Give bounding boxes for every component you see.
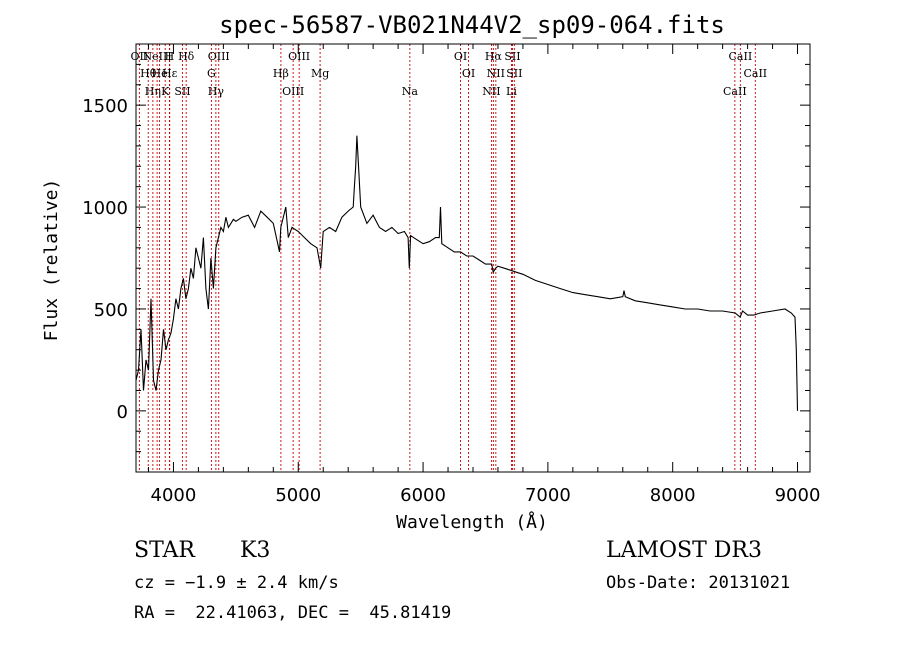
line-label: CaII: [743, 67, 767, 80]
line-label: Hβ: [273, 67, 289, 80]
line-label: OI: [454, 50, 467, 63]
y-axis-label: Flux (relative): [41, 179, 62, 342]
object-class: STAR: [134, 538, 195, 563]
chart-title: spec-56587-VB021N44V2_sp09-064.fits: [219, 11, 725, 39]
x-tick-label: 9000: [775, 485, 821, 506]
plot-frame: [135, 43, 811, 473]
line-label: NII: [487, 67, 505, 80]
y-tick-label: 1000: [82, 198, 128, 219]
line-label: Hθ: [140, 67, 157, 80]
line-label: OII: [131, 50, 149, 63]
line-label: OIII: [282, 85, 304, 98]
line-label: He: [152, 67, 168, 80]
spectral-line-labels: OII Hθ Hη NeIII He K H Hε SII Hδ G Hγ OIII Hβ OIII OIII…: [131, 50, 768, 98]
line-label: SII: [504, 50, 520, 63]
coordinates-text: RA = 22.41063, DEC = 45.81419: [134, 603, 452, 623]
line-label: Hα: [485, 50, 503, 63]
survey-label: LAMOST DR3: [606, 538, 762, 563]
y-tick-label: 0: [117, 402, 128, 423]
x-axis-label: Wavelength (Å): [396, 511, 548, 533]
spectral-line-markers: [138, 44, 756, 472]
line-label: OI: [462, 67, 475, 80]
obs-date: Obs-Date: 20131021: [606, 573, 791, 593]
line-label: CaII: [729, 50, 753, 63]
line-label: SII: [174, 85, 190, 98]
line-label: NII: [482, 85, 500, 98]
x-tick-label: 6000: [400, 485, 446, 506]
line-label: K: [161, 85, 170, 98]
line-label: H: [165, 50, 175, 63]
y-tick-label: 1500: [82, 96, 128, 117]
line-label: NeIII: [143, 50, 172, 63]
line-label: Mg: [311, 67, 329, 80]
x-tick-label: 8000: [650, 485, 696, 506]
y-tick-label: 500: [94, 300, 128, 321]
spectrum-line: [135, 135, 799, 411]
subclass: K3: [240, 538, 271, 563]
line-label: Hδ: [178, 50, 195, 63]
redshift-text: cz = −1.9 ± 2.4 km/s: [134, 573, 339, 593]
y-axis-ticks: 0 500 1000 1500: [82, 63, 810, 453]
line-label: G: [207, 67, 216, 80]
line-label: OIII: [208, 50, 230, 63]
line-label: Li: [506, 85, 517, 98]
line-label: Hγ: [208, 85, 225, 98]
x-tick-label: 4000: [151, 485, 197, 506]
line-label: CaII: [723, 85, 747, 98]
x-tick-label: 5000: [275, 485, 321, 506]
x-tick-label: 7000: [525, 485, 571, 506]
line-label: Hε: [162, 67, 178, 80]
line-label: OIII: [288, 50, 310, 63]
line-label: SII: [506, 67, 522, 80]
x-axis-ticks: 4000 5000 6000 7000 8000 9000: [147, 44, 821, 506]
line-label: Hη: [145, 85, 161, 98]
line-label: Na: [402, 85, 419, 98]
